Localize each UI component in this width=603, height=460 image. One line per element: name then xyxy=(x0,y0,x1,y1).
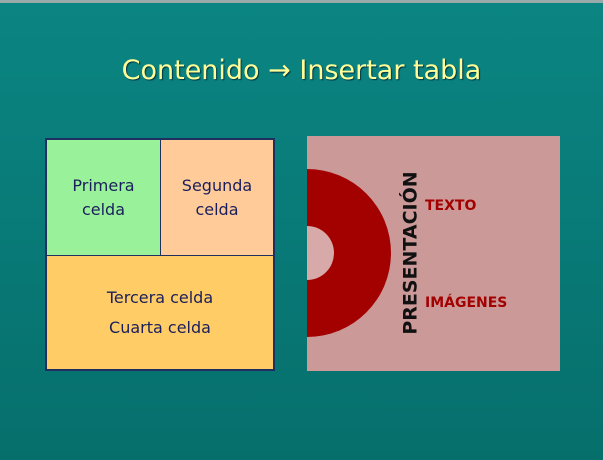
ring-hole xyxy=(307,226,334,280)
cell-text: Cuarta celda xyxy=(109,317,211,337)
cell-text: celda xyxy=(81,199,126,219)
image-label: TEXTO xyxy=(425,198,476,214)
cell-text: Tercera celda xyxy=(106,287,214,307)
cell-text: celda xyxy=(195,199,239,219)
image: PRESENTACIÓN TEXTO IMÁGENES xyxy=(307,136,560,371)
cell-text: Primera xyxy=(72,175,135,195)
table-cell: Tercera celda Cuarta celda xyxy=(47,256,273,369)
table-cell: Segunda celda xyxy=(161,140,273,256)
table: Primera celda Segunda celda Tercera celd… xyxy=(45,138,275,371)
ring xyxy=(307,169,391,337)
image-label: IMÁGENES xyxy=(425,294,507,311)
table-cell: Primera celda xyxy=(47,140,161,256)
slide-title: Contenido → Insertar tabla xyxy=(121,55,482,86)
vertical-text: PRESENTACIÓN xyxy=(398,171,422,334)
cell-text: Segunda xyxy=(181,175,253,195)
